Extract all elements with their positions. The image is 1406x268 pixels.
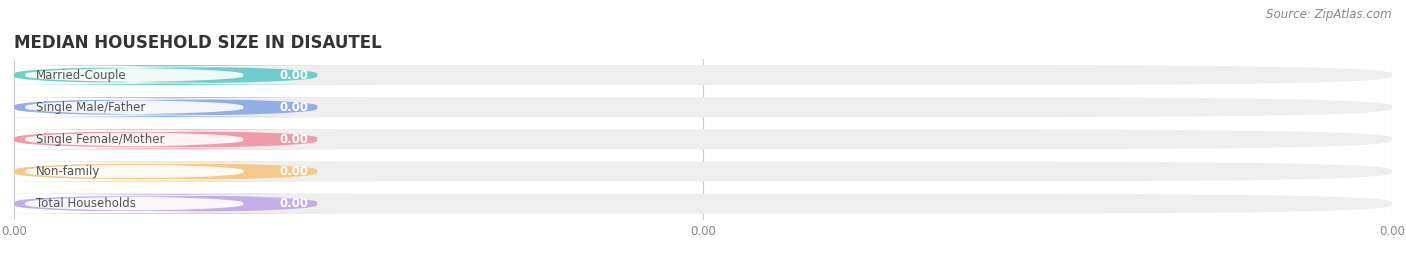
FancyBboxPatch shape [14, 194, 1392, 214]
FancyBboxPatch shape [14, 129, 1392, 149]
FancyBboxPatch shape [0, 67, 346, 83]
FancyBboxPatch shape [0, 163, 346, 180]
Text: Married-Couple: Married-Couple [37, 69, 127, 81]
FancyBboxPatch shape [0, 162, 377, 181]
Text: Total Households: Total Households [37, 197, 136, 210]
Text: 0.00: 0.00 [280, 165, 309, 178]
Text: Single Female/Mother: Single Female/Mother [37, 133, 165, 146]
FancyBboxPatch shape [0, 195, 346, 212]
Text: 0.00: 0.00 [280, 197, 309, 210]
FancyBboxPatch shape [0, 97, 377, 117]
FancyBboxPatch shape [14, 97, 1392, 117]
FancyBboxPatch shape [0, 131, 346, 148]
FancyBboxPatch shape [14, 162, 1392, 181]
Text: 0.00: 0.00 [280, 133, 309, 146]
Text: 0.00: 0.00 [280, 101, 309, 114]
FancyBboxPatch shape [0, 129, 377, 149]
Text: Single Male/Father: Single Male/Father [37, 101, 145, 114]
Text: MEDIAN HOUSEHOLD SIZE IN DISAUTEL: MEDIAN HOUSEHOLD SIZE IN DISAUTEL [14, 34, 382, 52]
Text: Source: ZipAtlas.com: Source: ZipAtlas.com [1267, 8, 1392, 21]
Text: 0.00: 0.00 [280, 69, 309, 81]
FancyBboxPatch shape [0, 65, 377, 85]
FancyBboxPatch shape [0, 194, 377, 214]
FancyBboxPatch shape [14, 65, 1392, 85]
FancyBboxPatch shape [0, 99, 346, 116]
Text: Non-family: Non-family [37, 165, 100, 178]
